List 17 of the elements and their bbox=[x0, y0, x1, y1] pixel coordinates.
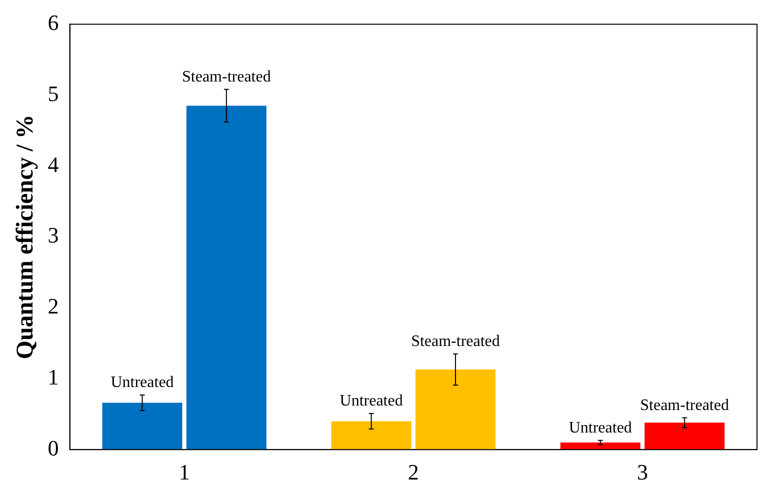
y-tick-label: 6 bbox=[48, 10, 59, 35]
y-tick-label: 1 bbox=[48, 364, 59, 390]
y-tick-label: 3 bbox=[48, 222, 59, 248]
y-tick-label: 2 bbox=[48, 294, 59, 319]
x-tick-label: 3 bbox=[636, 460, 648, 485]
series-label: Steam-treated bbox=[640, 396, 729, 414]
text: Untreated bbox=[340, 392, 403, 410]
y-axis-title: Quantum efficiency / % bbox=[12, 114, 39, 360]
text: Untreated bbox=[110, 374, 174, 392]
text: Steam-treated bbox=[182, 68, 271, 86]
x-tick-label: 1 bbox=[178, 460, 190, 485]
series-label: Untreated bbox=[568, 420, 632, 437]
y-tick-label: 0 bbox=[48, 435, 59, 460]
y-tick-label: 4 bbox=[48, 152, 59, 177]
text: Steam-treated bbox=[411, 333, 500, 350]
y-tick-label: 5 bbox=[48, 80, 59, 106]
x-tick-label: 2 bbox=[408, 460, 419, 485]
